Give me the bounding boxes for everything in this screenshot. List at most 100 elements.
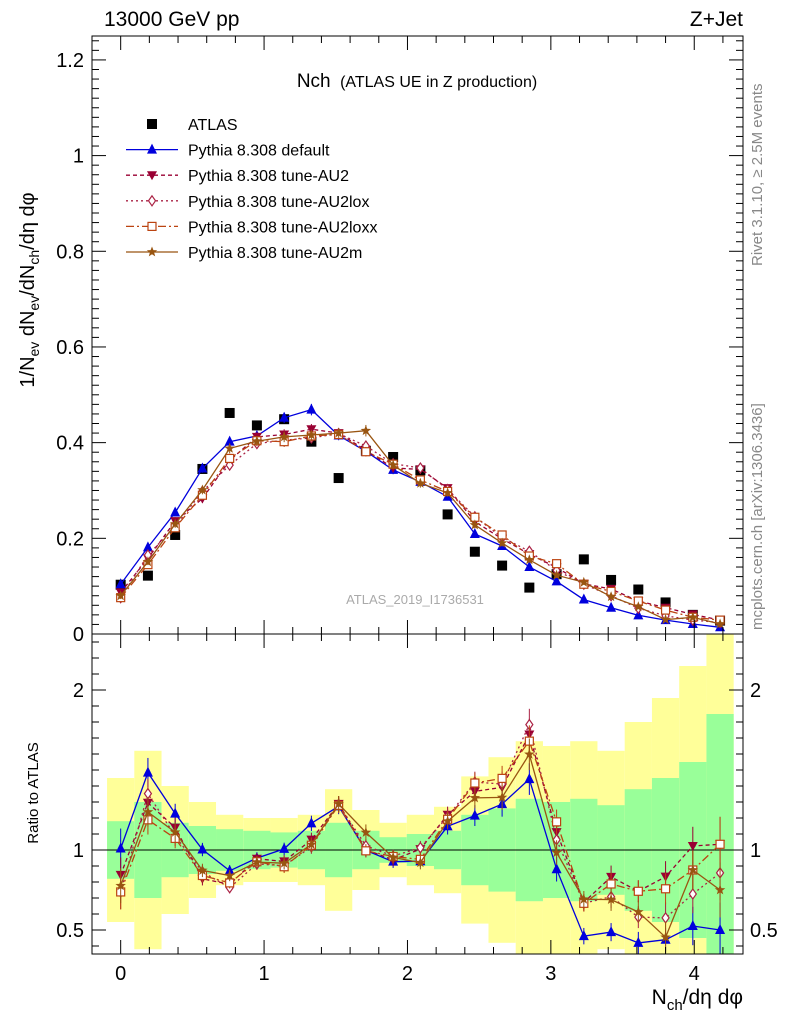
series-5-ratio-point xyxy=(142,806,154,817)
data-point-atlas xyxy=(469,546,480,557)
series-5-ratio-point xyxy=(578,893,590,904)
ratio-y-tick-label: 1 xyxy=(73,840,84,862)
data-point-atlas xyxy=(497,560,508,571)
main-y-tick-label: 1 xyxy=(73,146,84,168)
series-5-ratio-point xyxy=(360,827,372,837)
series-5-point xyxy=(442,487,453,498)
series-5-ratio-point xyxy=(551,847,562,857)
series-5-point xyxy=(306,429,317,440)
series-1-ratio-point xyxy=(279,842,290,853)
series-2-ratio-point xyxy=(687,842,698,851)
series-1-ratio-point xyxy=(715,924,726,934)
main-axis-ticks: 0 0.2 0.4 0.6 0.8 1 1.2 xyxy=(56,36,743,646)
series-5-ratio-point xyxy=(660,931,671,942)
ratio-y-tick-label-right: 2 xyxy=(750,680,761,702)
main-y-tick-label: 0.6 xyxy=(56,337,84,359)
series-4-point xyxy=(660,605,671,615)
legend-marker xyxy=(147,194,157,207)
data-point-atlas xyxy=(333,473,344,484)
data-point-atlas xyxy=(606,574,617,585)
legend-label: Pythia 8.308 tune-AU2m xyxy=(188,245,362,262)
watermark-label: ATLAS_2019_I1736531 xyxy=(346,592,484,607)
series-5-ratio-point xyxy=(633,906,644,917)
ratio-y-tick-label: 2 xyxy=(73,680,84,702)
series-5-ratio-point xyxy=(496,791,508,802)
series-5-point xyxy=(278,431,290,442)
series-4-point xyxy=(361,447,371,457)
legend-label: Pythia 8.308 tune-AU2 xyxy=(188,168,349,185)
series-1-ratio-point xyxy=(606,926,617,937)
legend-marker xyxy=(147,171,157,181)
series-5-point xyxy=(415,477,426,488)
series-1-ratio-point xyxy=(224,864,235,875)
series-4-ratio-point xyxy=(633,886,643,896)
x-tick-label: 4 xyxy=(689,963,700,985)
series-4-ratio-point xyxy=(551,817,562,827)
header-left: 13000 GeV pp xyxy=(104,8,239,31)
series-1-point xyxy=(551,575,562,586)
series-1-point xyxy=(197,462,208,473)
series-5-point xyxy=(469,519,481,530)
series-3-ratio-point xyxy=(688,887,698,901)
series-5-ratio-point xyxy=(333,798,344,809)
series-4-ratio-point xyxy=(660,884,671,894)
x-tick-label: 3 xyxy=(545,963,556,985)
series-5-point xyxy=(551,569,562,580)
ratio-plot-area xyxy=(92,634,743,954)
series-1-point xyxy=(469,528,480,539)
series-5-point xyxy=(660,614,671,625)
y-axis-label-ratio: Ratio to ATLAS xyxy=(25,742,42,843)
series-5-ratio-point xyxy=(387,851,399,862)
header-right: Z+Jet xyxy=(690,8,743,31)
series-4-point xyxy=(551,559,562,569)
data-point-atlas xyxy=(578,554,589,565)
data-point-atlas xyxy=(251,420,262,431)
series-5-ratio-point xyxy=(306,838,317,849)
x-tick-label: 1 xyxy=(259,963,270,985)
ratio-axis-ticks: 0 1 2 3 4 0.5 0.5 1 1 2 2 xyxy=(56,634,778,985)
series-1-point xyxy=(142,541,153,552)
main-y-tick-label: 0.8 xyxy=(56,241,84,263)
ratio-y-tick-label: 0.5 xyxy=(56,920,84,942)
series-5-ratio-point xyxy=(524,748,535,759)
series-5-ratio-point xyxy=(442,815,453,826)
series-5-ratio-point xyxy=(415,857,426,868)
series-4-ratio-point xyxy=(715,839,725,849)
series-5-point xyxy=(197,484,208,495)
x-tick-label: 2 xyxy=(402,963,413,985)
data-point-atlas xyxy=(388,451,399,462)
series-1-ratio-point xyxy=(197,843,208,854)
main-panel: 0 0.2 0.4 0.6 0.8 1 1.2 Nch (ATLAS UE in Z pro… xyxy=(56,35,744,646)
series-1-point xyxy=(606,601,617,612)
series-5-ratio-point xyxy=(714,884,726,895)
ratio-y-tick-label-right: 0.5 xyxy=(750,920,778,942)
series-1-point xyxy=(633,609,644,620)
data-point-atlas xyxy=(633,584,644,595)
series-1-ratio-point xyxy=(633,936,644,947)
legend-label: Pythia 8.308 tune-AU2lox xyxy=(188,194,369,211)
series-5-point xyxy=(524,554,535,565)
series-1-ratio-point xyxy=(469,809,480,820)
y-axis-label-main: 1/Nev dNev/dNch/dη dφ xyxy=(17,192,42,387)
series-1-point xyxy=(524,561,535,572)
main-y-tick-label: 0.4 xyxy=(56,433,84,455)
series-1-point xyxy=(578,593,589,604)
legend-label: ATLAS xyxy=(188,117,238,134)
series-5-point xyxy=(333,427,344,438)
main-subtitle-text: (ATLAS UE in Z production) xyxy=(340,74,537,91)
series-5-point xyxy=(115,590,126,601)
series-5-point xyxy=(387,459,399,470)
series-1-point xyxy=(115,578,126,589)
series-5-ratio-point xyxy=(605,894,617,904)
legend-marker xyxy=(146,246,158,257)
series-1-point xyxy=(306,403,317,414)
series-5-point xyxy=(360,425,372,436)
x-tick-label: 0 xyxy=(115,963,126,985)
series-5-ratio-point xyxy=(251,856,263,867)
series-5-point xyxy=(633,601,644,612)
series-1-ratio-point xyxy=(551,863,562,874)
series-5-ratio-point xyxy=(687,864,698,875)
series-1-ratio-point xyxy=(142,766,153,777)
legend-marker xyxy=(147,221,157,231)
